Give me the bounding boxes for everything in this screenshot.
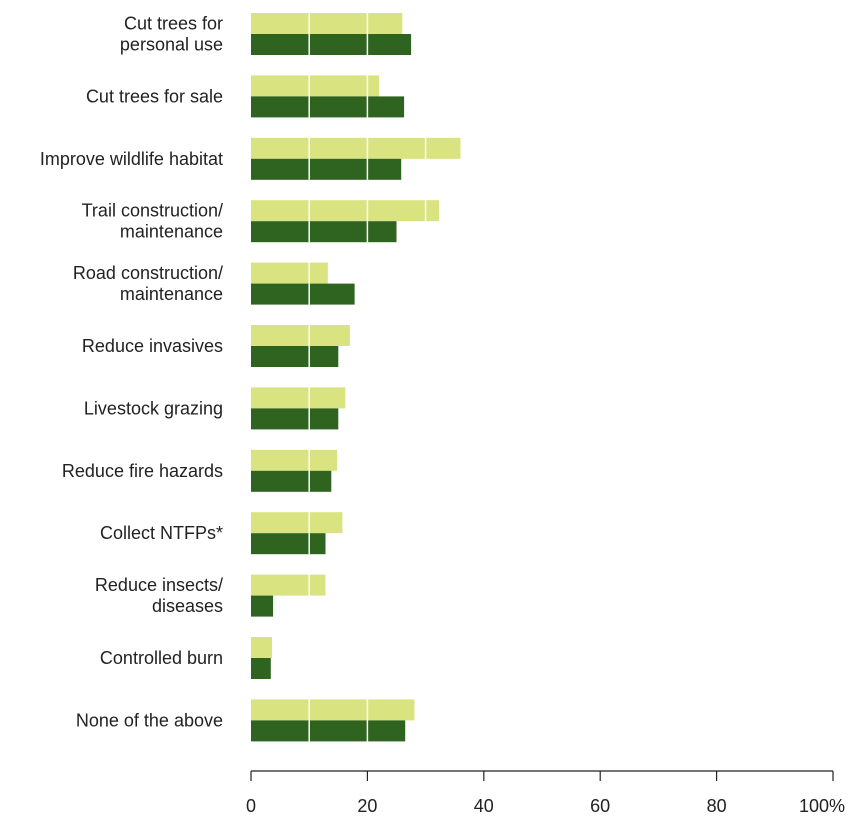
bar-series1-9 (251, 512, 343, 534)
bar-series2-7 (251, 408, 339, 430)
category-label-7: Livestock grazing (84, 398, 223, 418)
category-label-3: Improve wildlife habitat (40, 149, 223, 169)
bar-series1-6 (251, 325, 350, 346)
bar-series2-12 (251, 720, 406, 742)
bar-series1-3 (251, 137, 461, 159)
category-label-10-line2: diseases (152, 596, 223, 616)
bar-gridlines (308, 13, 427, 742)
bar-series2-8 (251, 470, 332, 492)
bar-series2-1 (251, 34, 412, 55)
category-label-10-line1: Reduce insects/ (95, 575, 223, 595)
category-label-1-line1: Cut trees for (124, 14, 223, 34)
bar-series1-5 (251, 262, 328, 284)
category-label-12: None of the above (76, 710, 223, 730)
bar-series2-3 (251, 158, 402, 180)
category-label-6: Reduce invasives (82, 336, 223, 356)
bar-series1-7 (251, 387, 346, 409)
x-tick-label-2: 20 (357, 796, 377, 816)
category-label-11: Controlled burn (100, 648, 223, 668)
category-label-2: Cut trees for sale (86, 86, 223, 106)
bar-series1-11 (251, 637, 272, 658)
bar-series1-2 (251, 75, 379, 97)
category-label-4-line2: maintenance (120, 222, 223, 242)
bar-series2-2 (251, 96, 405, 118)
category-label-1-line2: personal use (120, 35, 223, 55)
bar-series2-10 (251, 595, 274, 617)
bar-series2-6 (251, 346, 339, 367)
x-tick-label-1: 0 (246, 796, 256, 816)
bar-series2-11 (251, 658, 271, 679)
category-label-9: Collect NTFPs* (100, 523, 223, 543)
x-tick-label-3: 40 (474, 796, 494, 816)
bar-series1-8 (251, 449, 338, 471)
bar-series1-1 (251, 13, 403, 34)
bars-group (251, 13, 461, 742)
x-axis: 0 20 40 60 80 100% (246, 770, 845, 816)
bar-series2-5 (251, 283, 355, 305)
x-tick-label-4: 60 (590, 796, 610, 816)
bar-series2-4 (251, 221, 397, 243)
category-label-5-line1: Road construction/ (73, 263, 223, 283)
category-label-5-line2: maintenance (120, 284, 223, 304)
category-label-4-line1: Trail construction/ (82, 201, 223, 221)
bar-series1-12 (251, 699, 415, 721)
bar-series1-4 (251, 200, 439, 222)
x-tick-label-6: 100% (799, 796, 845, 816)
x-tick-label-5: 80 (707, 796, 727, 816)
bar-series2-9 (251, 533, 326, 555)
category-label-8: Reduce fire hazards (62, 461, 223, 481)
bar-series1-10 (251, 574, 326, 596)
